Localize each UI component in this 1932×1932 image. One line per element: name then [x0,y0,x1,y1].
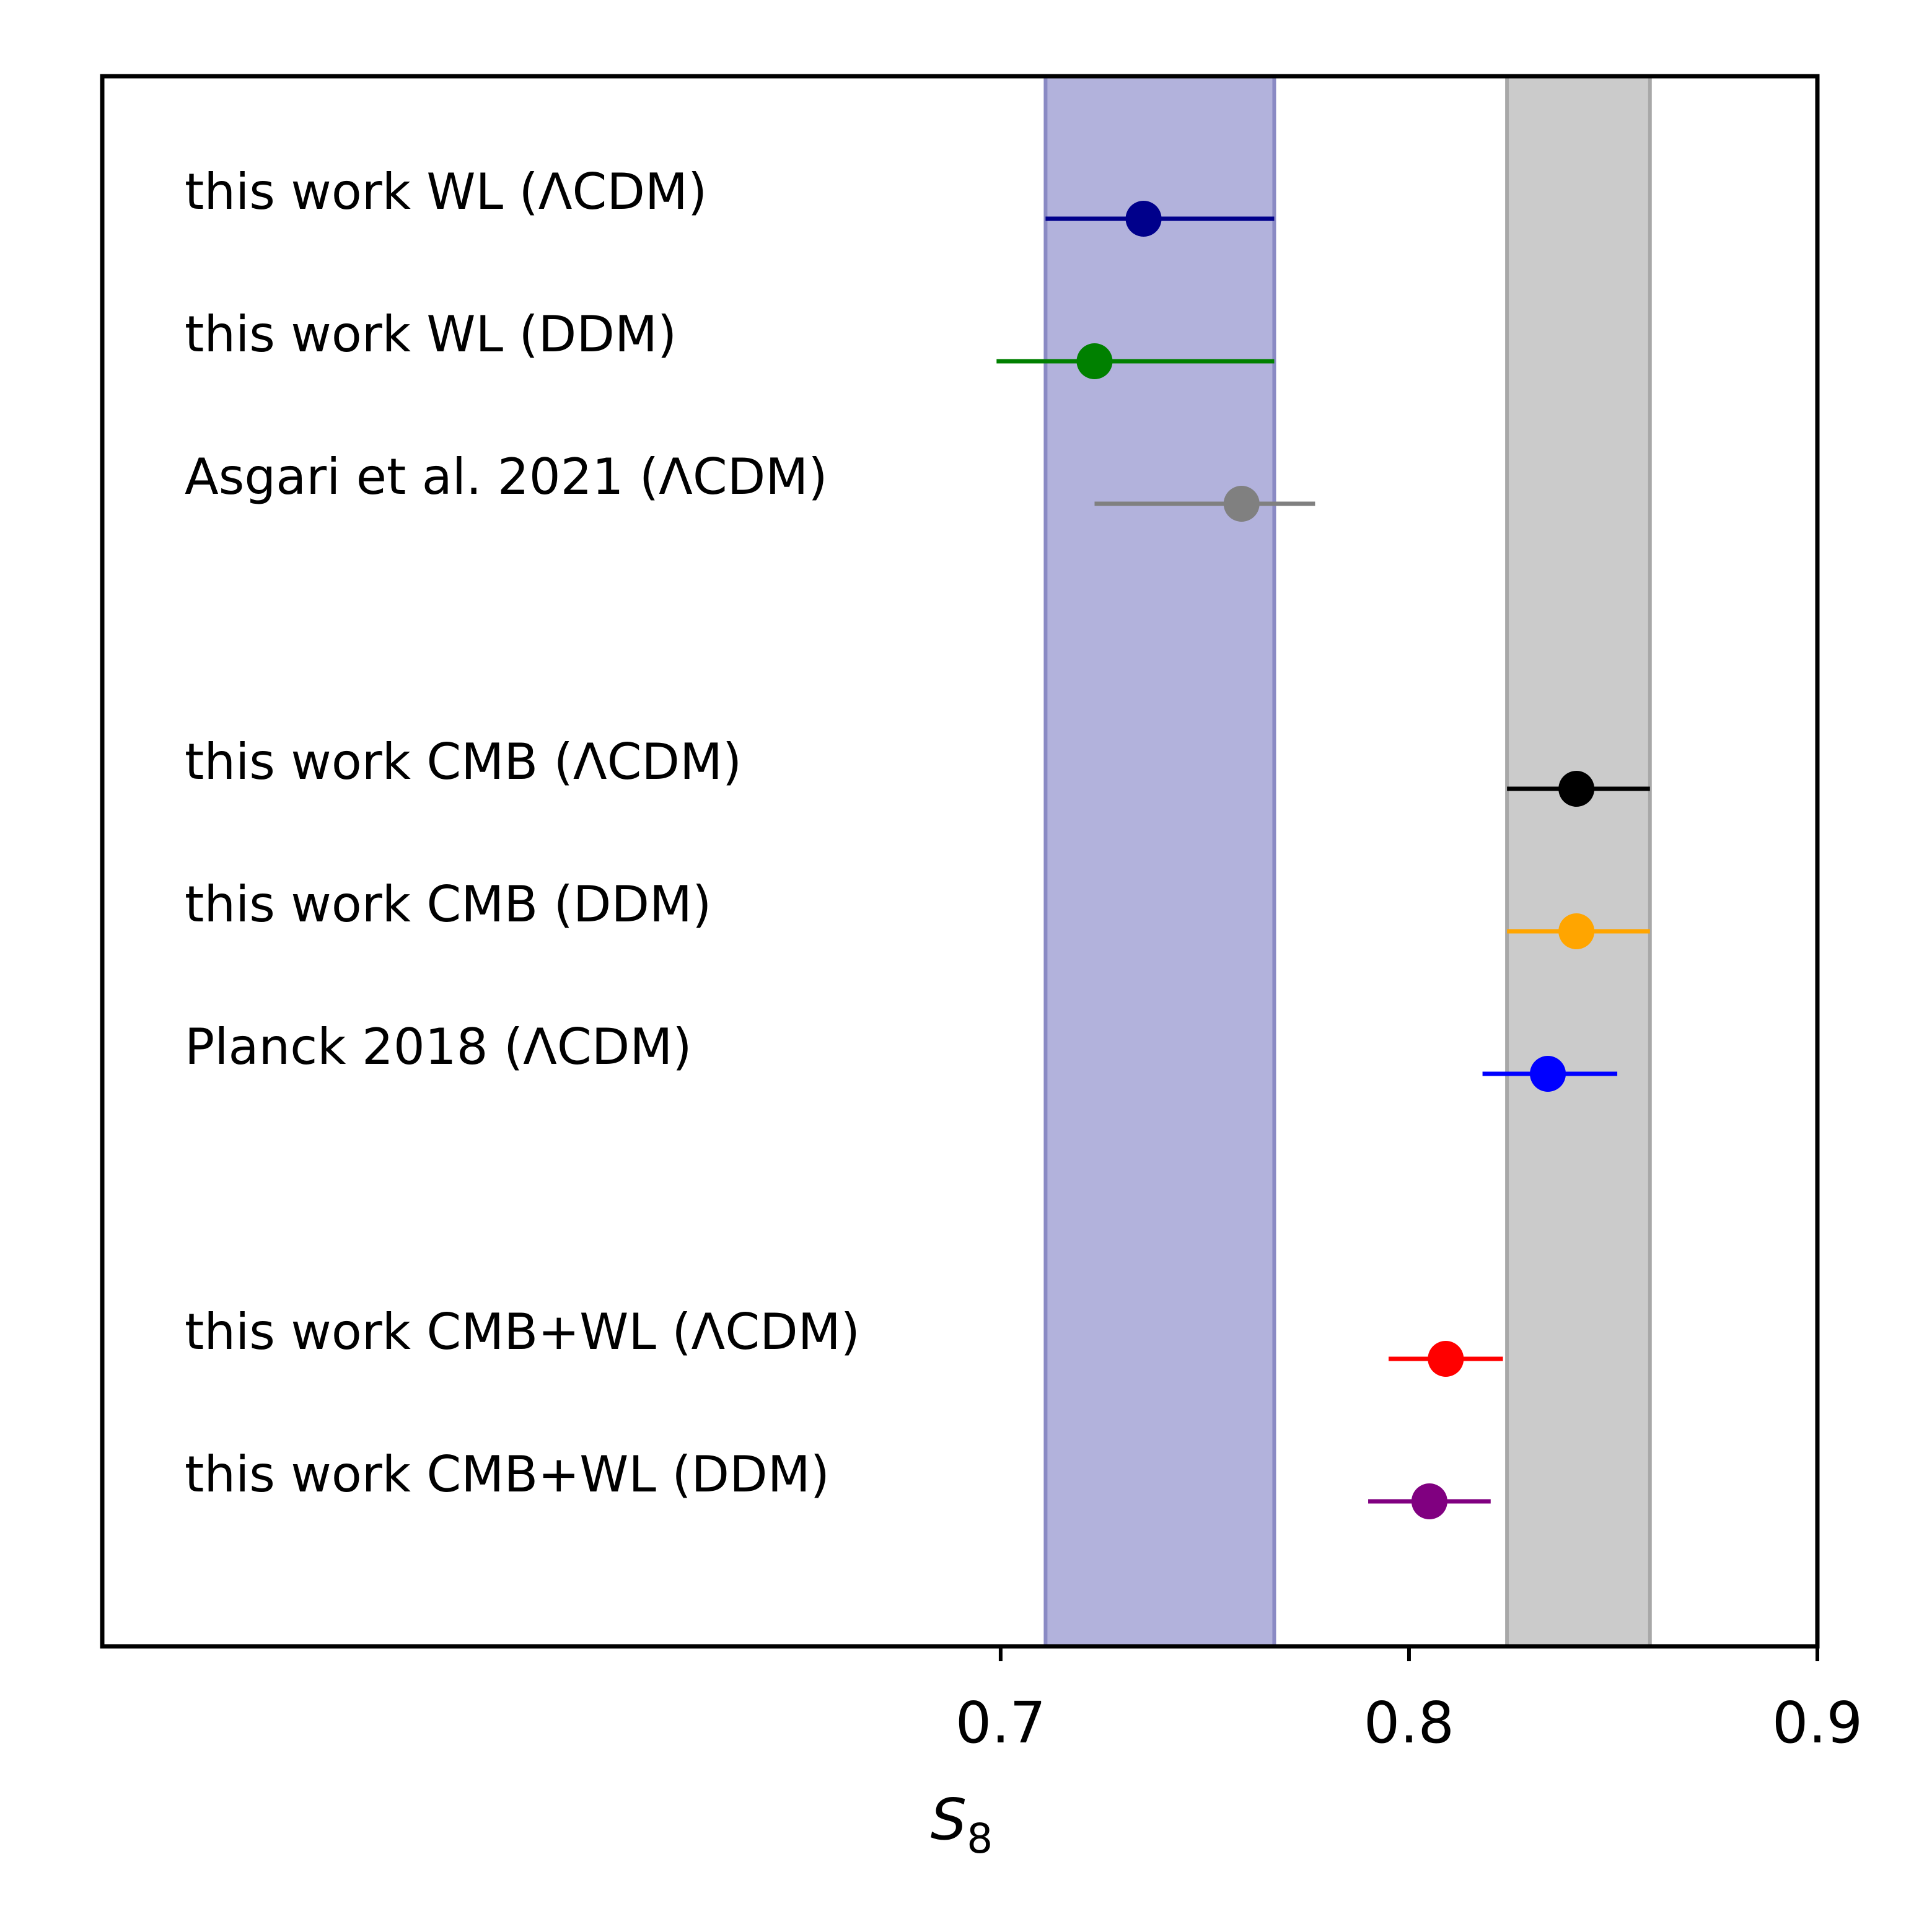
x-axis-label-subscript: 8 [967,1815,993,1863]
x-axis-label-main: S [931,1786,967,1853]
data-point-g1-r3 [1223,486,1260,522]
row-label-g3-r2: this work CMB+WL (DDM) [185,1446,830,1503]
x-axis-ticks: 0.7 0.8 0.9 [955,1646,1863,1756]
x-tick-label-3: 0.9 [1772,1690,1863,1756]
row-label-g1-r1: this work WL (ΛCDM) [185,163,707,221]
x-tick-label-1: 0.7 [955,1690,1046,1756]
plot-frame [100,74,1820,1649]
band-1 [1045,76,1275,1646]
row-label-g1-r2: this work WL (DDM) [185,305,677,363]
data-point-g1-r1 [1125,201,1162,237]
data-point-g3-r2 [1411,1483,1447,1519]
row-label-g1-r3: Asgari et al. 2021 (ΛCDM) [185,448,828,506]
row-label-g2-r1: this work CMB (ΛCDM) [185,733,742,791]
data-point-g2-r3 [1530,1056,1566,1092]
data-point-g1-r2 [1076,343,1113,379]
data-point-g2-r1 [1558,771,1595,807]
rows-layer [996,201,1650,1519]
data-point-g2-r2 [1558,913,1595,949]
row-label-g2-r3: Planck 2018 (ΛCDM) [185,1018,692,1076]
x-axis-label: S8 [931,1786,993,1863]
band-2 [1507,76,1650,1646]
bands-layer [1043,76,1652,1646]
labels-layer: this work WL (ΛCDM) this work WL (DDM) Asg… [185,163,860,1503]
row-label-g3-r1: this work CMB+WL (ΛCDM) [185,1303,860,1361]
data-point-g3-r1 [1428,1341,1464,1377]
row-label-g2-r2: this work CMB (DDM) [185,876,711,933]
x-tick-label-2: 0.8 [1364,1690,1454,1756]
